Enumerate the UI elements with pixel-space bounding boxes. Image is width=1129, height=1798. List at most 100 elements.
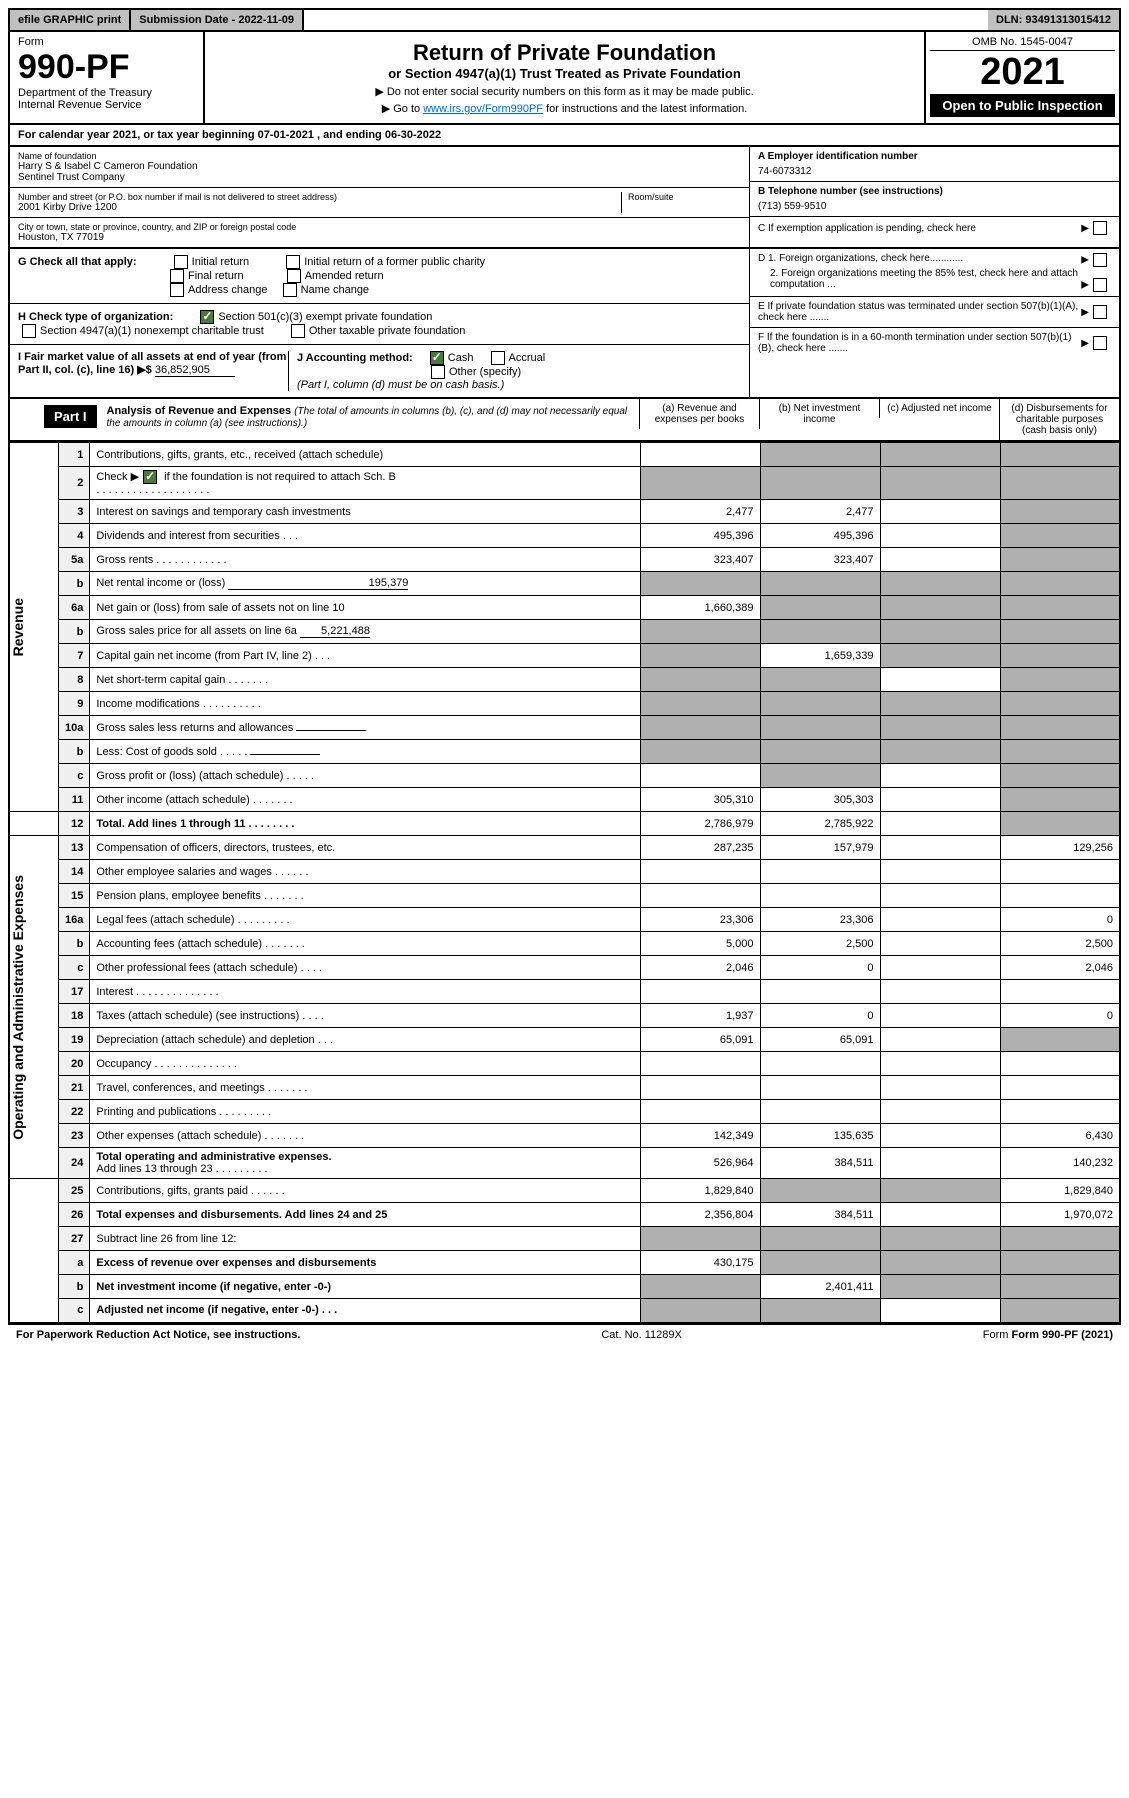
line-11-a: 305,310: [640, 788, 760, 812]
line-16b-d: 2,500: [1000, 932, 1120, 956]
cash-checkbox[interactable]: [430, 351, 444, 365]
line-27-desc: Subtract line 26 from line 12:: [90, 1227, 640, 1251]
fmv-value: 36,852,905: [155, 364, 235, 377]
line-27b-desc: Net investment income (if negative, ente…: [90, 1275, 640, 1299]
line-19-a: 65,091: [640, 1028, 760, 1052]
d2-label: 2. Foreign organizations meeting the 85%…: [758, 268, 1081, 290]
line-18-a: 1,937: [640, 1004, 760, 1028]
col-a-header: (a) Revenue and expenses per books: [639, 399, 759, 429]
line-5a-desc: Gross rents . . . . . . . . . . . .: [90, 548, 640, 572]
line-18-b: 0: [760, 1004, 880, 1028]
form-title: Return of Private Foundation: [213, 40, 916, 66]
line-13-b: 157,979: [760, 836, 880, 860]
line-3-a: 2,477: [640, 500, 760, 524]
c-checkbox[interactable]: [1093, 221, 1107, 235]
line-9-desc: Income modifications . . . . . . . . . .: [90, 692, 640, 716]
line-3-desc: Interest on savings and temporary cash i…: [90, 500, 640, 524]
dept-treasury: Department of the Treasury: [18, 87, 195, 99]
c-label: C If exemption application is pending, c…: [758, 223, 1081, 234]
d1-label: D 1. Foreign organizations, check here..…: [758, 253, 1081, 264]
line-17-desc: Interest . . . . . . . . . . . . . .: [90, 980, 640, 1004]
line-7-desc: Capital gain net income (from Part IV, l…: [90, 644, 640, 668]
d1-checkbox[interactable]: [1093, 253, 1107, 267]
col-d-header: (d) Disbursements for charitable purpose…: [999, 399, 1119, 440]
footer-mid: Cat. No. 11289X: [601, 1329, 682, 1341]
foundation-name-2: Sentinel Trust Company: [18, 172, 741, 183]
page-footer: For Paperwork Reduction Act Notice, see …: [8, 1324, 1121, 1345]
part1-title: Analysis of Revenue and Expenses: [107, 405, 292, 417]
line-12-a: 2,786,979: [640, 812, 760, 836]
omb-number: OMB No. 1545-0047: [930, 36, 1115, 51]
line-16b-b: 2,500: [760, 932, 880, 956]
irs-link[interactable]: www.irs.gov/Form990PF: [423, 103, 543, 115]
other-taxable-checkbox[interactable]: [291, 324, 305, 338]
line-13-a: 287,235: [640, 836, 760, 860]
line-6b-desc: Gross sales price for all assets on line…: [90, 620, 640, 644]
line-24-desc: Total operating and administrative expen…: [90, 1148, 640, 1179]
501c3-checkbox[interactable]: [200, 310, 214, 324]
ein-label: A Employer identification number: [758, 151, 1111, 162]
line-18-desc: Taxes (attach schedule) (see instruction…: [90, 1004, 640, 1028]
line-3-b: 2,477: [760, 500, 880, 524]
line-5a-b: 323,407: [760, 548, 880, 572]
line-4-b: 495,396: [760, 524, 880, 548]
tax-year: 2021: [930, 51, 1115, 94]
line-16a-desc: Legal fees (attach schedule) . . . . . .…: [90, 908, 640, 932]
f-checkbox[interactable]: [1093, 336, 1107, 350]
address-change-checkbox[interactable]: [170, 283, 184, 297]
form-header: Form 990-PF Department of the Treasury I…: [8, 32, 1121, 125]
line-27a-desc: Excess of revenue over expenses and disb…: [90, 1251, 640, 1275]
line-20-desc: Occupancy . . . . . . . . . . . . . .: [90, 1052, 640, 1076]
line-12-b: 2,785,922: [760, 812, 880, 836]
line-22-desc: Printing and publications . . . . . . . …: [90, 1100, 640, 1124]
line-24-d: 140,232: [1000, 1148, 1120, 1179]
line-16b-a: 5,000: [640, 932, 760, 956]
col-c-header: (c) Adjusted net income: [879, 399, 999, 418]
other-method-checkbox[interactable]: [431, 365, 445, 379]
j-note: (Part I, column (d) must be on cash basi…: [297, 379, 504, 391]
name-change-checkbox[interactable]: [283, 283, 297, 297]
line-21-desc: Travel, conferences, and meetings . . . …: [90, 1076, 640, 1100]
line-27b-b: 2,401,411: [760, 1275, 880, 1299]
line-27a-a: 430,175: [640, 1251, 760, 1275]
efile-label: efile GRAPHIC print: [10, 10, 131, 30]
line-11-desc: Other income (attach schedule) . . . . .…: [90, 788, 640, 812]
line-8-desc: Net short-term capital gain . . . . . . …: [90, 668, 640, 692]
line-16b-desc: Accounting fees (attach schedule) . . . …: [90, 932, 640, 956]
initial-public-checkbox[interactable]: [286, 255, 300, 269]
tel-value: (713) 559-9510: [758, 197, 1111, 212]
line-25-a: 1,829,840: [640, 1179, 760, 1203]
dln: DLN: 93491313015412: [988, 10, 1119, 30]
line-6b-val: 5,221,488: [300, 625, 370, 638]
footer-left: For Paperwork Reduction Act Notice, see …: [16, 1329, 300, 1341]
line-16a-d: 0: [1000, 908, 1120, 932]
line-6a-a: 1,660,389: [640, 596, 760, 620]
4947-checkbox[interactable]: [22, 324, 36, 338]
line-26-d: 1,970,072: [1000, 1203, 1120, 1227]
final-return-checkbox[interactable]: [170, 269, 184, 283]
line-26-b: 384,511: [760, 1203, 880, 1227]
amended-checkbox[interactable]: [287, 269, 301, 283]
accrual-checkbox[interactable]: [491, 351, 505, 365]
line-25-d: 1,829,840: [1000, 1179, 1120, 1203]
line-19-b: 65,091: [760, 1028, 880, 1052]
line-24-b: 384,511: [760, 1148, 880, 1179]
instr-goto: ▶ Go to www.irs.gov/Form990PF for instru…: [213, 102, 916, 115]
schb-checkbox[interactable]: [143, 470, 157, 484]
addr-label: Number and street (or P.O. box number if…: [18, 192, 621, 202]
line-26-a: 2,356,804: [640, 1203, 760, 1227]
instr-ssn: ▶ Do not enter social security numbers o…: [213, 85, 916, 98]
line-5b-val: 195,379: [228, 577, 408, 590]
initial-return-checkbox[interactable]: [174, 255, 188, 269]
line-10b-desc: Less: Cost of goods sold . . . . .: [90, 740, 640, 764]
line-11-b: 305,303: [760, 788, 880, 812]
line-24-a: 526,964: [640, 1148, 760, 1179]
line-25-desc: Contributions, gifts, grants paid . . . …: [90, 1179, 640, 1203]
e-checkbox[interactable]: [1093, 305, 1107, 319]
d2-checkbox[interactable]: [1093, 278, 1107, 292]
line-16c-d: 2,046: [1000, 956, 1120, 980]
ein-value: 74-6073312: [758, 162, 1111, 177]
street-address: 2001 Kirby Drive 1200: [18, 202, 621, 213]
g-row: G Check all that apply: Initial return I…: [10, 249, 749, 304]
name-label: Name of foundation: [18, 151, 741, 161]
